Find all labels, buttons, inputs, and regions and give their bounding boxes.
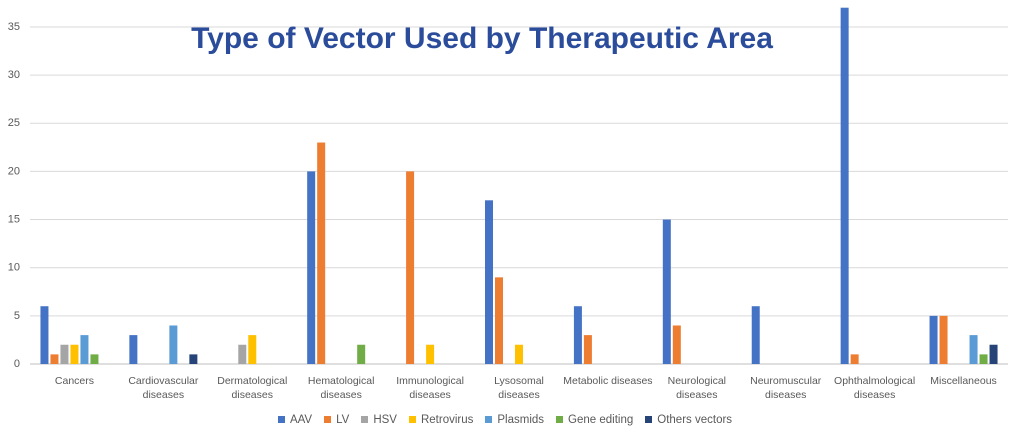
legend-item: Others vectors bbox=[645, 414, 732, 426]
y-tick-label: 20 bbox=[8, 165, 20, 177]
legend-swatch bbox=[485, 416, 493, 424]
legend-swatch bbox=[645, 416, 653, 424]
legend-item: LV bbox=[324, 414, 349, 426]
x-tick-label: Hematological diseases bbox=[307, 375, 375, 401]
x-tick-label: Ophthalmological diseases bbox=[834, 375, 916, 401]
x-tick-label: Immunological diseases bbox=[396, 375, 464, 401]
legend-swatch bbox=[408, 416, 416, 424]
legend-label: LV bbox=[336, 414, 350, 426]
bar bbox=[939, 315, 948, 364]
bar bbox=[426, 344, 435, 364]
bar bbox=[80, 335, 89, 364]
legend-swatch bbox=[277, 416, 285, 424]
bar bbox=[850, 354, 859, 364]
chart-title: Type of Vector Used by Therapeutic Area bbox=[191, 22, 773, 55]
bar bbox=[485, 200, 493, 364]
y-tick-label: 25 bbox=[8, 117, 20, 129]
bar bbox=[573, 306, 582, 364]
bar bbox=[169, 325, 178, 364]
bar bbox=[60, 344, 69, 364]
bar bbox=[406, 171, 415, 364]
bar bbox=[129, 335, 138, 364]
bar bbox=[929, 315, 938, 364]
bar bbox=[50, 354, 59, 364]
bar bbox=[979, 354, 988, 364]
x-tick-label: Lysosomal diseases bbox=[494, 375, 544, 401]
legend-label: Plasmids bbox=[497, 414, 545, 426]
bar bbox=[40, 306, 49, 364]
y-tick-label: 10 bbox=[8, 262, 20, 274]
legend-item: HSV bbox=[361, 414, 397, 426]
bar bbox=[515, 344, 523, 364]
legend-label: Gene editing bbox=[568, 414, 634, 426]
bar bbox=[70, 344, 79, 364]
y-tick-label: 15 bbox=[8, 213, 20, 225]
y-tick-label: 5 bbox=[14, 310, 20, 322]
bar bbox=[672, 325, 681, 364]
y-tick-label: 30 bbox=[8, 69, 20, 81]
legend-item: AAV bbox=[277, 414, 313, 426]
bar bbox=[495, 277, 503, 364]
legend: AAV LV HSV Retrovirus Plasmids Gene editing Ot… bbox=[0, 414, 1010, 426]
bar bbox=[357, 344, 366, 364]
bar bbox=[317, 142, 326, 364]
legend-label: AAV bbox=[289, 414, 313, 426]
bar bbox=[969, 335, 978, 364]
x-tick-label: Neuromuscular diseases bbox=[750, 375, 822, 401]
bar bbox=[989, 344, 998, 364]
x-tick-label: Dermatological diseases bbox=[217, 375, 288, 401]
x-tick-label: Miscellaneous bbox=[930, 375, 997, 387]
bar bbox=[751, 306, 760, 364]
legend-swatch bbox=[324, 416, 332, 424]
x-tick-label: Cardiovascular diseases bbox=[128, 375, 199, 401]
bar bbox=[662, 219, 671, 364]
bar bbox=[840, 7, 849, 364]
x-tick-label: Metabolic diseases bbox=[563, 375, 653, 387]
legend-item: Retrovirus bbox=[408, 414, 474, 426]
bar bbox=[307, 171, 316, 364]
bar bbox=[238, 344, 247, 364]
x-tick-label: Cancers bbox=[54, 375, 94, 387]
legend-swatch bbox=[556, 416, 564, 424]
x-tick-label: Neurological diseases bbox=[667, 375, 726, 401]
legend-label: Retrovirus bbox=[420, 414, 474, 426]
legend-item: Plasmids bbox=[485, 414, 544, 426]
bar bbox=[90, 354, 99, 364]
bar bbox=[583, 335, 592, 364]
y-tick-label: 0 bbox=[14, 358, 20, 370]
legend-item: Gene editing bbox=[556, 414, 633, 426]
legend-label: Others vectors bbox=[657, 414, 733, 426]
y-tick-label: 35 bbox=[8, 21, 20, 33]
bar bbox=[248, 335, 257, 364]
bar bbox=[189, 354, 198, 364]
legend-label: HSV bbox=[373, 414, 397, 426]
legend-swatch bbox=[361, 416, 369, 424]
